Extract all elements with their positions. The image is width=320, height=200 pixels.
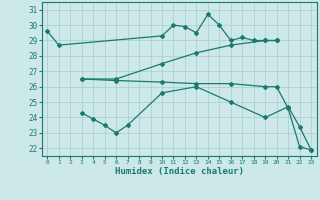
X-axis label: Humidex (Indice chaleur): Humidex (Indice chaleur) bbox=[115, 167, 244, 176]
